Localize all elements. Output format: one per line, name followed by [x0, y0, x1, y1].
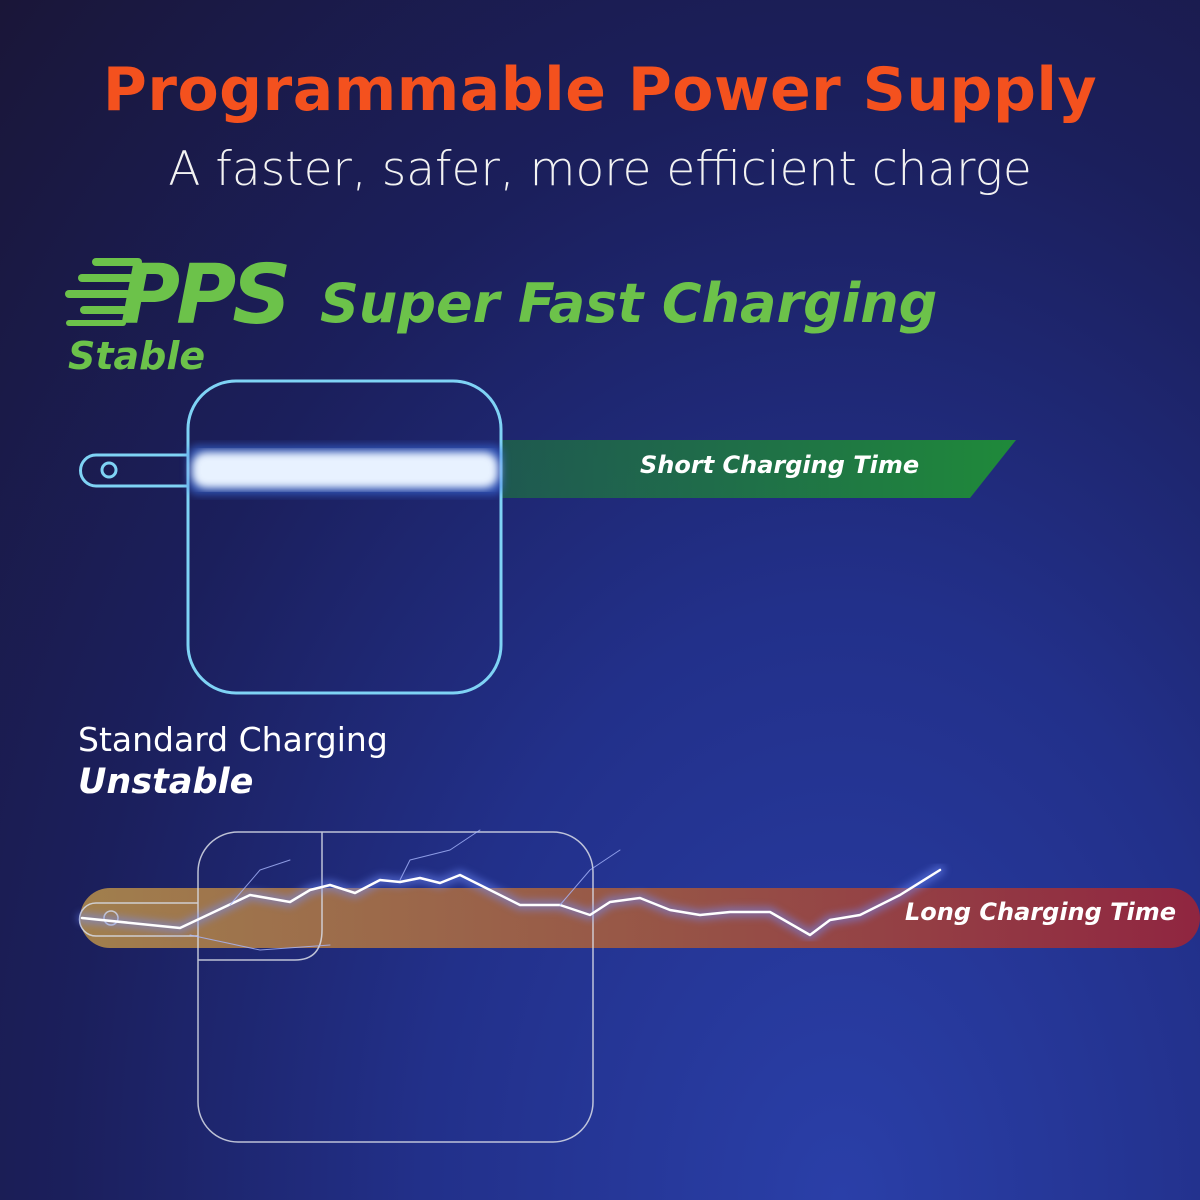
- pps-heading: Super Fast Charging: [320, 272, 938, 335]
- standard-unstable-label: Unstable: [78, 762, 254, 802]
- long-charging-bar: [80, 888, 1200, 948]
- standard-charger-icon: [78, 831, 594, 1143]
- pps-logo: PPS: [120, 248, 291, 343]
- lightning-bolt: [77, 829, 945, 951]
- pps-charger-icon: [79, 379, 503, 695]
- plasma-beam: [188, 445, 503, 495]
- page-title: Programmable Power Supply: [102, 55, 1098, 125]
- long-charging-label: Long Charging Time: [905, 898, 1177, 926]
- speed-lines-icon: [65, 258, 142, 326]
- pps-stable-label: Stable: [68, 334, 206, 378]
- page-subtitle: A faster, safer, more efficient charge: [168, 142, 1032, 197]
- short-charging-label: Short Charging Time: [640, 451, 920, 479]
- short-charging-bar: [500, 440, 1016, 498]
- standard-heading: Standard Charging: [78, 720, 388, 759]
